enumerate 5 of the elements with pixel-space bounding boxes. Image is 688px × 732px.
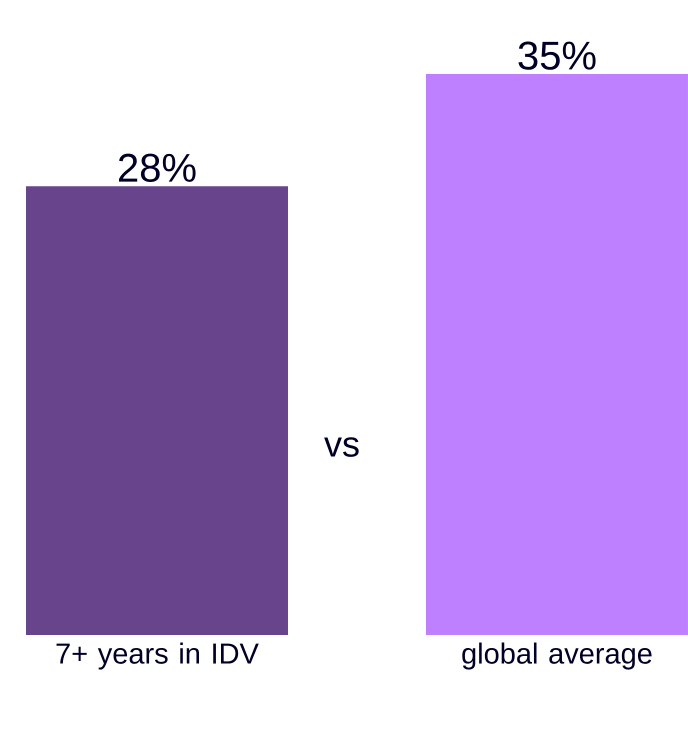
annotation: vs bbox=[324, 437, 359, 457]
x-tick-label: 7+ years in IDV bbox=[56, 642, 259, 670]
data-label: 35% bbox=[518, 41, 596, 70]
data-label: 28% bbox=[118, 154, 196, 182]
x-tick-label: global average bbox=[462, 642, 652, 670]
